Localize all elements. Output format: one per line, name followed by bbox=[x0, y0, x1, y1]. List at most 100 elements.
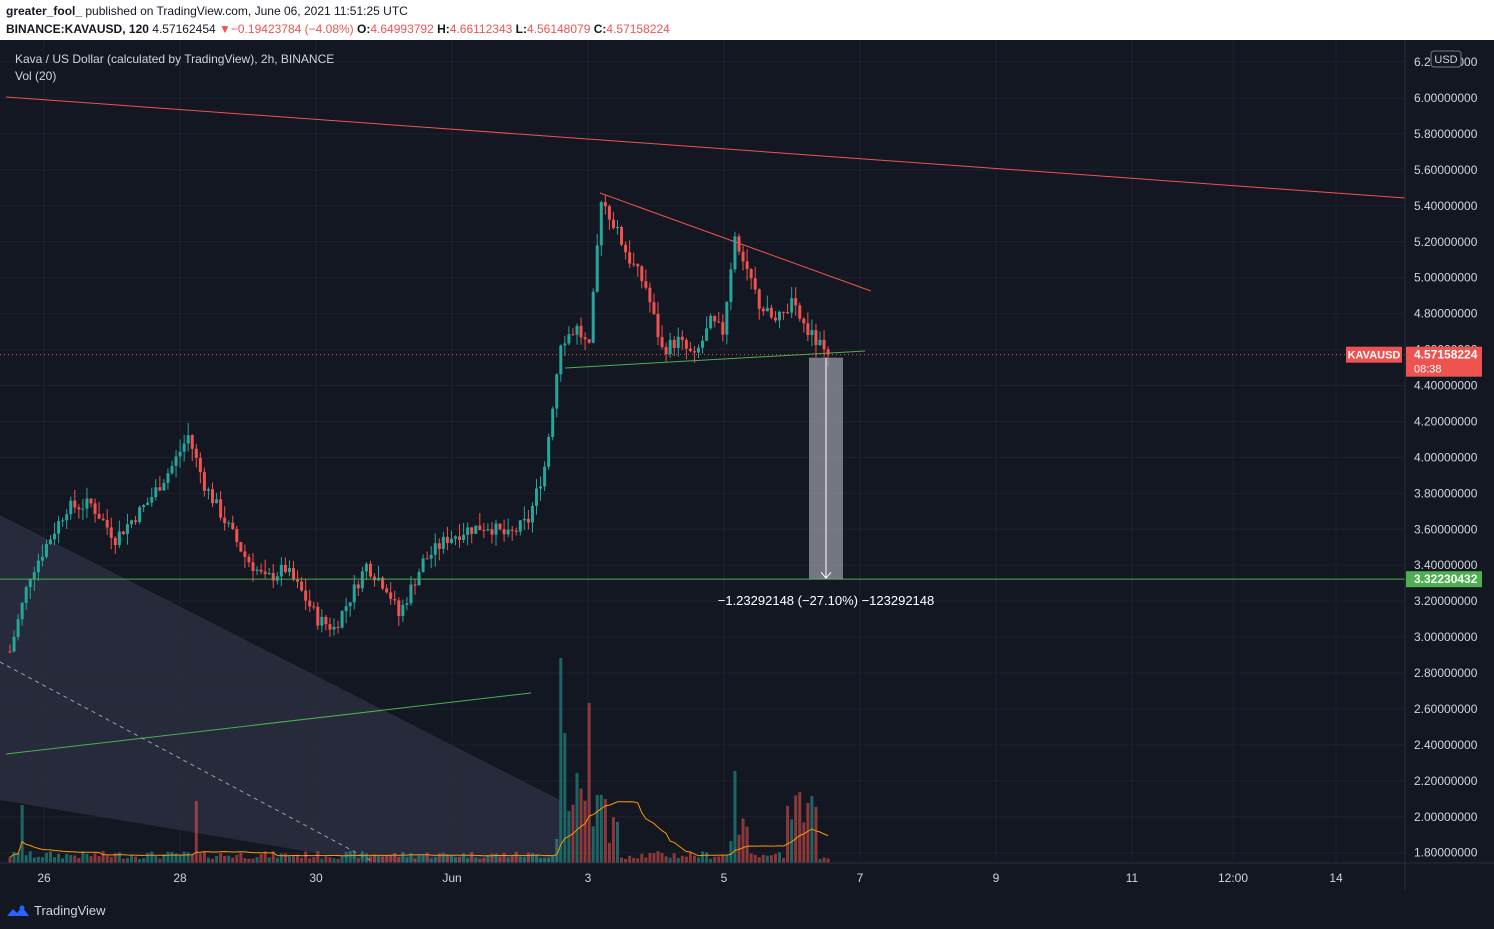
candle-body bbox=[227, 522, 231, 524]
price-tick-label: 2.80000000 bbox=[1414, 666, 1478, 680]
volume-bar bbox=[458, 857, 462, 863]
tradingview-brand[interactable]: TradingView bbox=[6, 903, 106, 918]
candle-body bbox=[85, 498, 89, 509]
candle-body bbox=[454, 536, 457, 539]
volume-bar bbox=[125, 857, 129, 863]
legend-title[interactable]: Kava / US Dollar (calculated by TradingV… bbox=[15, 52, 335, 66]
candle-body bbox=[684, 339, 688, 349]
price-tick-label: 3.00000000 bbox=[1414, 630, 1478, 644]
candle-body bbox=[449, 538, 453, 544]
volume-bar bbox=[312, 857, 316, 863]
candle-body bbox=[113, 537, 117, 546]
candle-body bbox=[401, 604, 405, 617]
volume-bar bbox=[445, 854, 449, 863]
volume-bar bbox=[709, 858, 713, 863]
candle-body bbox=[741, 251, 745, 262]
candle-body bbox=[822, 339, 826, 350]
volume-bar bbox=[794, 795, 798, 863]
legend-indicator[interactable]: Vol (20) bbox=[15, 69, 57, 83]
candle-body bbox=[786, 312, 790, 314]
candle-body bbox=[182, 443, 186, 452]
candle-body bbox=[595, 245, 599, 292]
currency-badge-label: USD bbox=[1434, 54, 1457, 66]
candle-body bbox=[364, 563, 368, 572]
chart-legend: Kava / US Dollar (calculated by TradingV… bbox=[15, 52, 334, 86]
candle-body bbox=[405, 603, 409, 605]
price-tick-label: 4.80000000 bbox=[1414, 307, 1478, 321]
price-tick-label: 2.40000000 bbox=[1414, 738, 1478, 752]
time-axis: 26 28 30 Jun 3 5 7 9 11 12:00 14 bbox=[0, 862, 1494, 885]
candle-body bbox=[794, 298, 798, 306]
published-text: published on TradingView.com, June 06, 2… bbox=[85, 4, 408, 18]
candle-body bbox=[174, 456, 178, 466]
volume-bar bbox=[802, 822, 806, 863]
candle-body bbox=[259, 569, 263, 572]
time-tick-label: 26 bbox=[37, 871, 51, 885]
volume-bar bbox=[49, 851, 52, 863]
volume-bar bbox=[664, 856, 668, 863]
candle-body bbox=[563, 343, 567, 346]
candle-body bbox=[348, 602, 352, 607]
candle-body bbox=[514, 530, 518, 532]
candle-body bbox=[142, 505, 146, 508]
candle-body bbox=[547, 436, 551, 467]
volume-bar bbox=[227, 855, 231, 863]
candle-body bbox=[344, 606, 348, 612]
candle-body bbox=[680, 336, 684, 340]
candle-body bbox=[57, 521, 61, 534]
candle-body bbox=[535, 488, 538, 506]
candle-body bbox=[65, 514, 69, 521]
volume-bar bbox=[198, 853, 202, 863]
time-tick-label: 28 bbox=[173, 871, 187, 885]
volume-bar bbox=[162, 854, 166, 863]
candle-body bbox=[340, 611, 344, 628]
candle-body bbox=[437, 543, 441, 549]
candle-body bbox=[761, 308, 765, 312]
candle-body bbox=[725, 301, 729, 335]
price-tick-label: 5.00000000 bbox=[1414, 271, 1478, 285]
candle-body bbox=[146, 502, 150, 506]
candle-body bbox=[202, 472, 206, 491]
volume-bar bbox=[757, 857, 761, 863]
volume-bar bbox=[101, 851, 105, 863]
volume-bar bbox=[77, 857, 81, 863]
price-tick-label: 3.40000000 bbox=[1414, 558, 1478, 572]
price-tick-label: 5.60000000 bbox=[1414, 163, 1478, 177]
volume-bar bbox=[20, 805, 24, 863]
volume-bar bbox=[555, 838, 559, 863]
symbol-label: BINANCE:KAVAUSD, 120 bbox=[6, 22, 149, 36]
volume-bar bbox=[336, 858, 340, 863]
volume-group bbox=[8, 658, 830, 863]
price-axis-bg bbox=[1406, 40, 1494, 862]
target-tag-label: 3.32230432 bbox=[1414, 572, 1478, 586]
author-name[interactable]: greater_fool_ bbox=[6, 4, 83, 18]
open-label: O: bbox=[357, 22, 371, 36]
volume-bar bbox=[223, 855, 227, 863]
candle-body bbox=[470, 527, 474, 534]
volume-bar bbox=[255, 857, 259, 863]
candle-body bbox=[332, 626, 336, 630]
candle-body bbox=[769, 307, 773, 318]
candle-body bbox=[733, 236, 737, 270]
candle-body bbox=[429, 554, 433, 559]
chart-svg[interactable]: −1.23292148 (−27.10%) −1232921486.200000… bbox=[0, 40, 1494, 900]
volume-bar bbox=[263, 851, 267, 863]
chart-area[interactable]: −1.23292148 (−27.10%) −1232921486.200000… bbox=[0, 40, 1494, 900]
candle-body bbox=[567, 334, 571, 344]
candle-body bbox=[219, 499, 223, 518]
volume-bar bbox=[178, 855, 182, 863]
volume-bar bbox=[332, 858, 336, 863]
volume-bar bbox=[441, 852, 445, 863]
volume-bar bbox=[231, 857, 235, 863]
candle-body bbox=[162, 482, 166, 491]
countdown-label: 08:38 bbox=[1414, 364, 1442, 376]
publish-header: greater_fool_ published on TradingView.c… bbox=[0, 0, 1494, 40]
high-label: H: bbox=[437, 22, 450, 36]
volume-bar bbox=[603, 799, 607, 863]
volume-bar bbox=[729, 840, 733, 863]
volume-bar bbox=[389, 854, 393, 863]
volume-bar bbox=[567, 811, 571, 863]
trendline-red-long bbox=[5, 96, 1406, 199]
volume-bar bbox=[595, 795, 599, 863]
volume-bar bbox=[701, 851, 705, 863]
